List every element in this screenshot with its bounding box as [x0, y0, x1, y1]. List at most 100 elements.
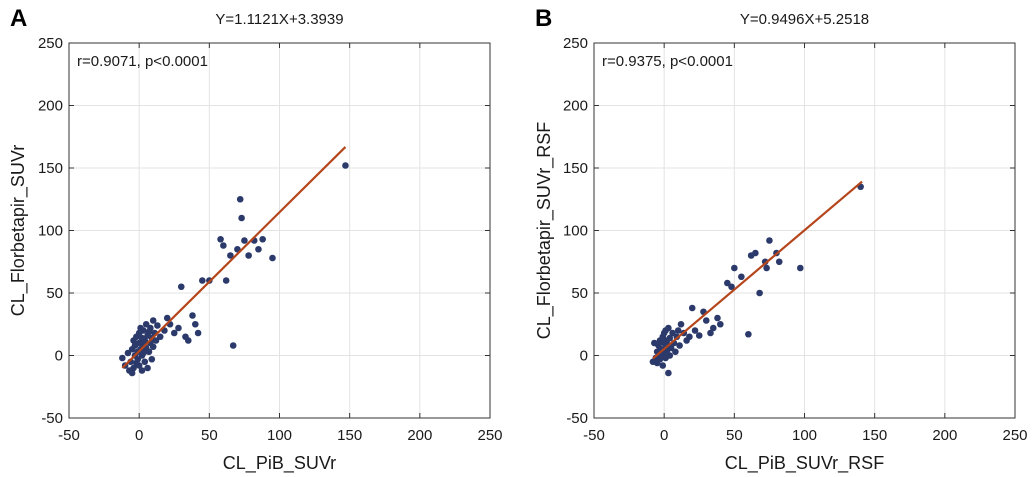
data-point [220, 242, 227, 249]
data-point [141, 358, 149, 366]
y-tick-label: 250 [38, 35, 63, 52]
data-point [175, 324, 182, 332]
data-point [674, 327, 682, 334]
y-tick-label: 50 [571, 285, 588, 302]
data-point [255, 245, 262, 253]
data-point [666, 352, 674, 359]
data-point [148, 355, 156, 363]
x-tick-label: 150 [337, 427, 362, 444]
data-point [672, 348, 679, 356]
data-point [259, 235, 266, 243]
data-point [134, 355, 142, 363]
y-tick-label: 0 [55, 348, 63, 365]
panel-a: -50 0 50 100 150 200 250 -50 0 50 100 150 200 250 Y=1.… [8, 5, 503, 474]
data-point [688, 304, 696, 312]
data-point [666, 334, 674, 342]
panel-b: -50 0 50 100 150 200 250 -50 0 50 100 150 200 250 Y=0.… [534, 5, 1028, 474]
data-point [145, 348, 153, 356]
data-point [119, 354, 126, 362]
data-point [241, 237, 248, 244]
data-point [707, 329, 714, 337]
x-tick-label: 150 [862, 427, 887, 444]
correlation-annotation: r=0.9375, p<0.0001 [602, 53, 733, 70]
data-point [659, 362, 667, 369]
x-tick-label: 0 [135, 427, 143, 444]
data-point [691, 327, 699, 334]
data-point [665, 324, 672, 332]
data-point [149, 317, 157, 324]
data-point [269, 254, 276, 262]
data-point [192, 320, 199, 328]
data-point [130, 364, 137, 372]
y-tick-label: 200 [563, 98, 588, 115]
x-tick-label: 250 [477, 427, 502, 444]
x-tick-label: 100 [792, 427, 817, 444]
x-tick-label: -50 [583, 427, 605, 444]
data-point [149, 343, 157, 351]
y-tick-label: -50 [566, 410, 588, 427]
data-point [686, 333, 693, 341]
plot-frame [593, 42, 1016, 419]
data-point [124, 349, 132, 357]
x-tick-label: 50 [201, 427, 218, 444]
y-tick-label: 50 [46, 285, 63, 302]
panel-letter: B [535, 5, 552, 32]
data-point [147, 324, 154, 332]
data-point [775, 258, 783, 266]
data-point [724, 279, 731, 287]
data-point [152, 337, 160, 344]
x-tick-label: 0 [660, 427, 668, 444]
data-point [714, 314, 721, 322]
panel-letter: A [10, 5, 27, 32]
data-point [766, 237, 773, 244]
chart-title: Y=0.9496X+5.2518 [740, 11, 869, 28]
data-point [227, 252, 234, 259]
data-point [194, 329, 202, 337]
y-tick-label: 0 [580, 348, 588, 365]
data-point [140, 349, 147, 357]
x-tick-label: 200 [407, 427, 432, 444]
data-point [717, 320, 724, 328]
data-point [163, 314, 171, 322]
y-tick-label: 100 [38, 223, 63, 240]
data-point [135, 362, 143, 369]
data-point [738, 273, 745, 281]
y-tick-label: -50 [41, 410, 63, 427]
x-tick-label: 100 [267, 427, 292, 444]
chart-title: Y=1.1121X+3.3939 [215, 11, 343, 28]
x-tick-label: 200 [932, 427, 957, 444]
data-point [141, 337, 149, 344]
x-tick-label: 50 [726, 427, 743, 444]
data-point [245, 252, 252, 259]
y-axis-label: CL_Florbetapir_SUVr [8, 145, 29, 316]
data-point [709, 324, 717, 332]
data-point [128, 369, 136, 377]
data-point [731, 264, 738, 272]
data-point [238, 214, 245, 222]
data-point [144, 364, 151, 372]
correlation-annotation: r=0.9071, p<0.0001 [77, 53, 208, 70]
data-point [702, 317, 710, 324]
y-tick-label: 250 [563, 35, 588, 52]
data-point [217, 235, 224, 243]
data-point [236, 195, 244, 203]
y-axis-label: CL_Florbetapir_SUVr_RSF [534, 122, 555, 339]
x-tick-label: -50 [58, 427, 80, 444]
data-point [189, 312, 196, 319]
y-tick-label: 100 [563, 223, 588, 240]
data-point [342, 162, 349, 169]
data-point [752, 249, 759, 257]
data-point [677, 320, 685, 328]
x-tick-label: 250 [1002, 427, 1027, 444]
plot-frame [68, 42, 491, 419]
data-point [676, 342, 683, 349]
data-point [177, 283, 185, 291]
data-point [669, 329, 676, 337]
data-point [138, 367, 146, 374]
data-point [796, 264, 804, 272]
data-point [154, 322, 161, 329]
y-tick-label: 150 [563, 160, 588, 177]
data-point [745, 330, 752, 338]
x-axis-label: CL_PiB_SUVr_RSF [725, 453, 884, 474]
